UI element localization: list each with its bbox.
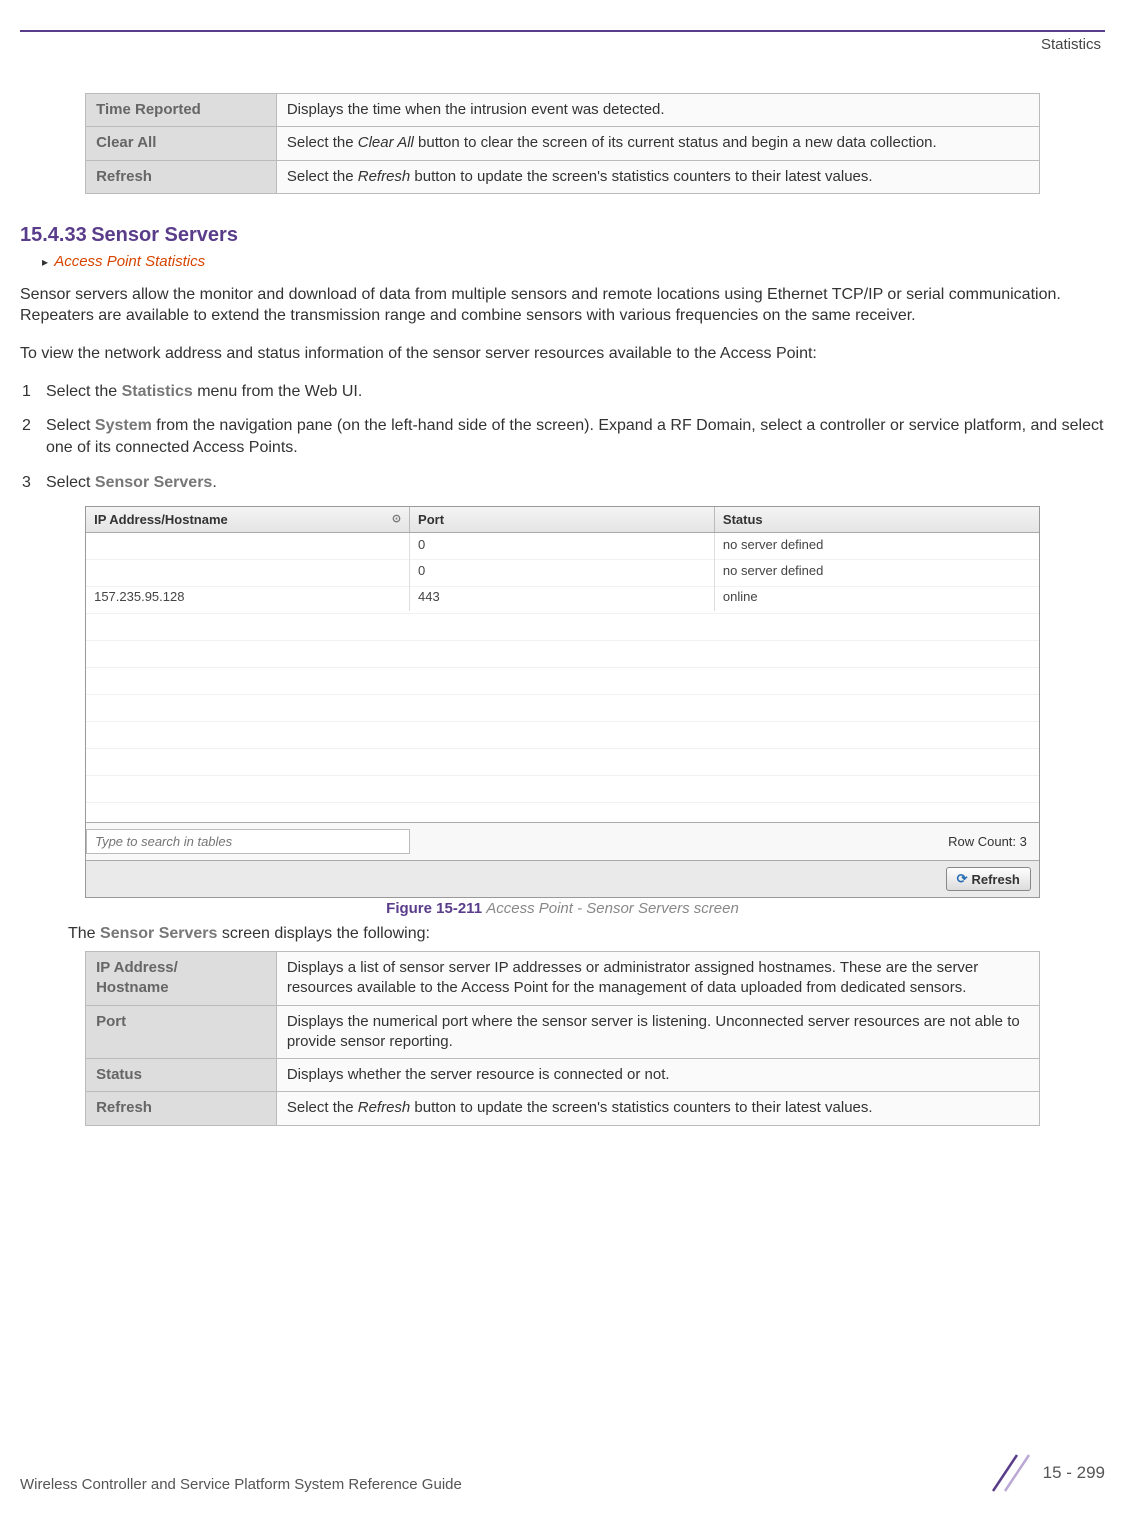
definition-table-2: IP Address/HostnameDisplays a list of se… (85, 951, 1040, 1126)
footer-left: Wireless Controller and Service Platform… (20, 1476, 462, 1493)
table-row[interactable]: 0no server defined (86, 559, 1039, 585)
row-count-label: Row Count: (948, 834, 1016, 849)
column-header-status[interactable]: Status (715, 507, 1039, 532)
desc-cell: Displays the time when the intrusion eve… (276, 94, 1039, 127)
table-row[interactable]: 157.235.95.128443online (86, 585, 1039, 611)
figure-text: Access Point - Sensor Servers screen (486, 900, 739, 917)
breadcrumb-arrow-icon: ▸ (42, 255, 48, 269)
cell-status: no server defined (715, 559, 1039, 585)
step-item: 2Select System from the navigation pane … (20, 415, 1105, 460)
step-item: 1Select the Statistics menu from the Web… (20, 381, 1105, 403)
paragraph-2: To view the network address and status i… (20, 343, 1105, 365)
column-header-port[interactable]: Port (410, 507, 715, 532)
cell-port: 443 (410, 585, 715, 611)
term-cell: Status (86, 1059, 277, 1092)
cell-ip (86, 533, 410, 559)
cell-ip: 157.235.95.128 (86, 585, 410, 611)
desc-cell: Displays a list of sensor server IP addr… (276, 952, 1039, 1006)
step-number: 1 (22, 381, 31, 403)
table-row[interactable]: 0no server defined (86, 533, 1039, 559)
term-cell: Clear All (86, 127, 277, 160)
column-header-ip[interactable]: IP Address/Hostname ⊙ (86, 507, 410, 532)
section-heading: 15.4.33 Sensor Servers (20, 224, 1105, 247)
cell-ip (86, 559, 410, 585)
term-cell: Refresh (86, 1092, 277, 1125)
breadcrumb: ▸ Access Point Statistics (42, 253, 1105, 270)
desc-cell: Select the Refresh button to update the … (276, 160, 1039, 193)
section-title: Sensor Servers (91, 224, 238, 246)
cell-status: online (715, 585, 1039, 611)
term-cell: IP Address/Hostname (86, 952, 277, 1006)
grid-header: IP Address/Hostname ⊙ Port Status (86, 507, 1039, 533)
column-header-ip-label: IP Address/Hostname (94, 512, 228, 527)
term-cell: Port (86, 1005, 277, 1059)
desc-cell: Displays the numerical port where the se… (276, 1005, 1039, 1059)
row-count: Row Count: 3 (948, 834, 1039, 849)
steps-list: 1Select the Statistics menu from the Web… (20, 381, 1105, 495)
desc-cell: Select the Clear All button to clear the… (276, 127, 1039, 160)
refresh-icon: ⟳ (957, 871, 968, 887)
cell-port: 0 (410, 559, 715, 585)
refresh-button-label: Refresh (971, 872, 1019, 887)
footer-slash-icon (983, 1453, 1033, 1493)
page-footer: Wireless Controller and Service Platform… (20, 1453, 1105, 1493)
after-figure-text: The Sensor Servers screen displays the f… (68, 925, 1105, 943)
term-cell: Time Reported (86, 94, 277, 127)
figure-label: Figure 15-211 (386, 900, 482, 917)
figure-caption: Figure 15-211 Access Point - Sensor Serv… (20, 900, 1105, 917)
desc-cell: Select the Refresh button to update the … (276, 1092, 1039, 1125)
page-number: 15 - 299 (1043, 1463, 1105, 1483)
step-item: 3Select Sensor Servers. (20, 472, 1105, 494)
step-number: 2 (22, 415, 31, 437)
term-cell: Refresh (86, 160, 277, 193)
cell-status: no server defined (715, 533, 1039, 559)
step-number: 3 (22, 472, 31, 494)
sort-icon[interactable]: ⊙ (392, 512, 401, 525)
header-title: Statistics (20, 36, 1105, 53)
paragraph-1: Sensor servers allow the monitor and dow… (20, 284, 1105, 327)
cell-port: 0 (410, 533, 715, 559)
definition-table-1: Time ReportedDisplays the time when the … (85, 93, 1040, 194)
grid-body: 0no server defined0no server defined157.… (86, 533, 1039, 823)
breadcrumb-text: Access Point Statistics (54, 253, 205, 270)
refresh-button[interactable]: ⟳ Refresh (946, 867, 1031, 891)
sensor-servers-screenshot: IP Address/Hostname ⊙ Port Status 0no se… (85, 506, 1040, 898)
desc-cell: Displays whether the server resource is … (276, 1059, 1039, 1092)
section-number: 15.4.33 (20, 224, 87, 246)
search-input[interactable] (86, 829, 410, 854)
row-count-value: 3 (1020, 834, 1027, 849)
